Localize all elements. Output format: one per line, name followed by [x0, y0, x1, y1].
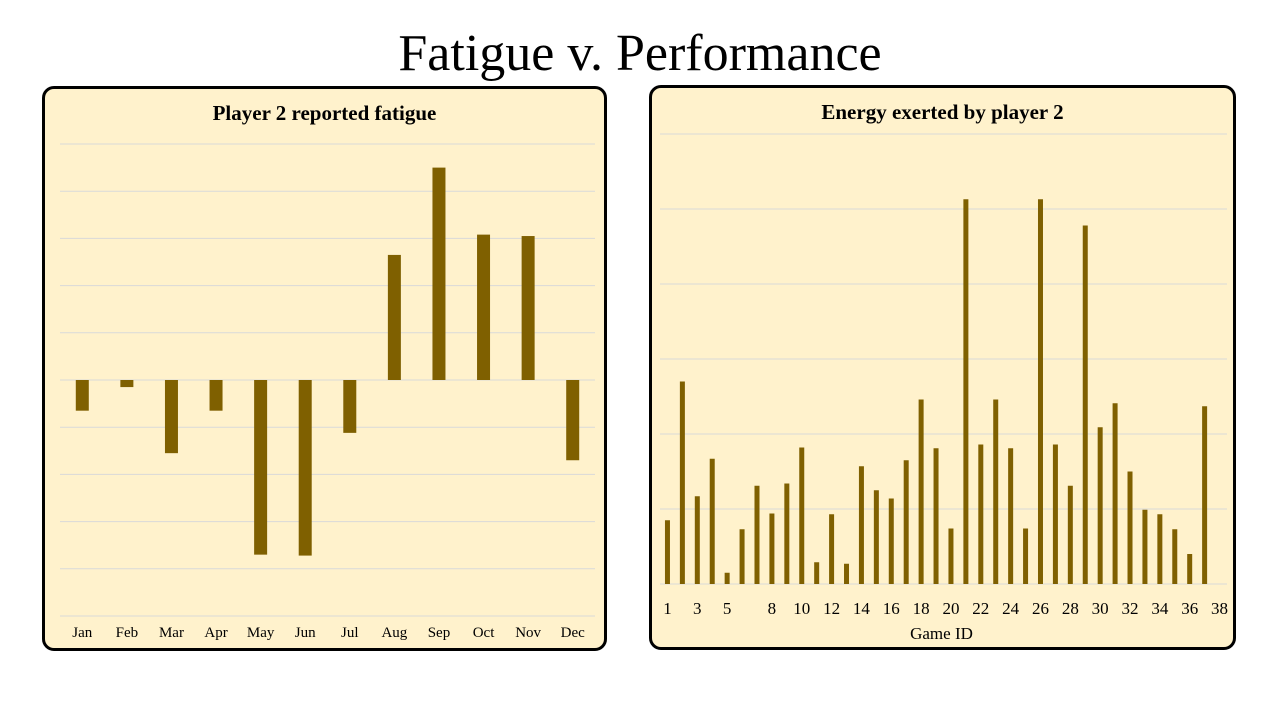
energy-bar-game-10	[799, 447, 805, 584]
x-axis-label: Game ID	[910, 624, 973, 643]
x-tick-label: 30	[1092, 599, 1109, 618]
energy-bar-game-36	[1187, 554, 1193, 584]
energy-bar-game-17	[903, 460, 909, 584]
x-tick-label: 14	[853, 599, 871, 618]
fatigue-bar-jan	[75, 380, 89, 411]
energy-bar-game-11	[814, 562, 820, 584]
x-tick-label: 26	[1032, 599, 1049, 618]
energy-bar-game-24	[1008, 448, 1014, 584]
fatigue-bar-mar	[164, 380, 178, 454]
fatigue-bar-oct	[477, 234, 491, 380]
x-tick-label: Feb	[116, 625, 139, 641]
energy-bar-game-26	[1037, 199, 1043, 584]
energy-bar-game-35	[1172, 529, 1178, 584]
x-tick-label: 18	[913, 599, 930, 618]
fatigue-chart-title: Player 2 reported fatigue	[212, 101, 437, 125]
energy-bar-game-20	[948, 528, 954, 584]
x-tick-label: Apr	[204, 625, 227, 641]
x-tick-label: 10	[793, 599, 810, 618]
fatigue-bar-jun	[298, 380, 312, 556]
energy-bar-game-1	[664, 520, 670, 584]
energy-bar-game-22	[978, 444, 984, 584]
energy-bar-game-9	[784, 483, 790, 584]
energy-bar-game-31	[1112, 403, 1118, 584]
energy-bar-game-34	[1157, 514, 1163, 584]
x-tick-label: Jan	[72, 625, 92, 641]
energy-bar-game-13	[844, 563, 850, 584]
fatigue-bar-jul	[343, 380, 357, 433]
energy-bar-game-7	[754, 485, 760, 584]
energy-bar-game-2	[679, 381, 685, 584]
page-title: Fatigue v. Performance	[398, 25, 882, 82]
x-tick-label: Jul	[341, 625, 359, 641]
energy-bar-game-27	[1052, 444, 1058, 584]
energy-bar-game-32	[1127, 471, 1133, 584]
energy-bar-game-25	[1023, 528, 1029, 584]
energy-bar-game-6	[739, 529, 745, 584]
x-tick-label: 24	[1002, 599, 1020, 618]
x-tick-label: 5	[723, 599, 732, 618]
energy-chart-title: Energy exerted by player 2	[821, 100, 1064, 124]
fatigue-bar-nov	[521, 236, 535, 380]
energy-bar-game-16	[888, 498, 894, 584]
energy-bar-game-4	[709, 458, 715, 584]
x-tick-label: Dec	[561, 625, 585, 641]
x-tick-label: 38	[1211, 599, 1228, 618]
energy-bar-game-14	[858, 466, 864, 584]
x-tick-label: 28	[1062, 599, 1079, 618]
fatigue-bar-dec	[566, 380, 580, 461]
energy-bar-game-33	[1142, 509, 1148, 584]
x-tick-label: 32	[1122, 599, 1139, 618]
x-tick-label: Aug	[381, 625, 407, 641]
x-tick-label: Oct	[473, 625, 495, 641]
fatigue-bar-chart: Jan Feb Mar Apr May Jun Jul Aug Sep Oct Nov Dec	[60, 143, 595, 641]
energy-chart-panel: Energy exerted by player 2 1 3 5 8 10 12 14 16 1…	[649, 85, 1236, 650]
x-tick-label: Mar	[159, 625, 184, 641]
x-tick-label: Nov	[515, 625, 541, 641]
energy-bar-game-37	[1202, 406, 1208, 584]
energy-bar-chart: 1 3 5 8 10 12 14 16 18 20 22 24 26 28 30 32 34 36 38 Game I…	[660, 133, 1228, 643]
fatigue-bar-feb	[120, 380, 134, 388]
x-tick-label: Sep	[428, 625, 451, 641]
x-tick-label: 22	[972, 599, 989, 618]
fatigue-bar-sep	[432, 167, 446, 380]
x-tick-label: 16	[883, 599, 900, 618]
energy-bar-game-19	[933, 448, 939, 584]
fatigue-bar-may	[254, 380, 268, 555]
x-tick-label: 36	[1181, 599, 1198, 618]
energy-bar-game-15	[873, 490, 879, 584]
energy-bar-game-21	[963, 199, 969, 584]
fatigue-chart-panel: Player 2 reported fatigue Jan Feb Mar Apr Ma…	[42, 86, 607, 651]
energy-bar-game-3	[694, 496, 700, 584]
energy-bar-game-29	[1082, 225, 1088, 584]
energy-bar-game-18	[918, 399, 924, 584]
fatigue-bar-apr	[209, 380, 223, 411]
x-tick-label: 34	[1151, 599, 1169, 618]
x-tick-label: 20	[942, 599, 959, 618]
x-tick-label: 8	[768, 599, 777, 618]
energy-bar-game-30	[1097, 427, 1103, 584]
energy-bar-game-8	[769, 513, 775, 584]
x-tick-label: 12	[823, 599, 840, 618]
x-tick-label: Jun	[295, 625, 316, 641]
energy-bar-game-5	[724, 572, 730, 584]
x-tick-label: 3	[693, 599, 702, 618]
energy-bar-game-23	[993, 399, 999, 584]
energy-bar-game-28	[1067, 485, 1073, 584]
x-tick-label: 1	[663, 599, 672, 618]
energy-bar-game-12	[829, 514, 835, 584]
x-tick-label: May	[247, 625, 275, 641]
fatigue-bar-aug	[387, 254, 401, 380]
